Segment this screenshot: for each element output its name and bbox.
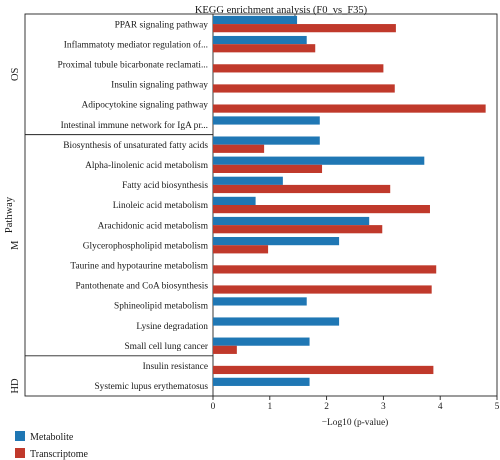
bar-transcriptome [213,184,391,194]
bar-transcriptome [213,245,269,254]
bar-metabolite [213,156,425,165]
bar-metabolite [213,136,320,145]
bar-metabolite [213,176,283,185]
bar-metabolite [213,35,307,45]
bar-transcriptome [213,285,432,294]
bar-transcriptome [213,104,486,113]
group-label-os: OS [10,67,21,81]
bar-metabolite [213,196,256,205]
bar-transcriptome [213,205,430,214]
category-label: Biosynthesis of unsaturated fatty acids [63,140,208,151]
bar-transcriptome [213,24,396,33]
bar-metabolite [213,116,320,125]
legend: Metabolite Transcriptome [15,431,89,460]
category-label: Arachidonic acid metabolism [98,221,209,231]
bar-transcriptome [213,84,395,93]
x-tick-label: 1 [267,402,272,412]
pathway-groups: OS M HD [10,67,213,394]
category-label: Adipocytokine signaling pathway [81,101,208,111]
category-label: Pantothenate and CoA biosynthesis [75,282,208,292]
y-axis-label: Pathway [4,196,15,233]
x-tick-label: 3 [381,402,386,412]
category-label: PPAR signaling pathway [115,20,209,30]
x-axis-label: −Log10 (p-value) [322,417,388,428]
x-axis-ticks: 0 1 2 3 4 5 [211,396,500,412]
bar-metabolite [213,377,310,386]
bar-transcriptome [213,365,434,375]
bar-transcriptome [213,225,383,234]
category-labels: PPAR signaling pathway Inflammatoty media… [58,20,209,392]
plot-border [24,13,498,397]
bar-metabolite [213,337,310,346]
legend-swatch-metabolite [15,431,25,441]
group-label-m: M [10,240,21,250]
bar-metabolite [213,237,340,246]
bar-metabolite [213,216,370,226]
category-label: Linoleic acid metabolism [113,201,209,211]
bar-transcriptome [213,345,237,354]
category-label: Intestinal immune network for IgA pr... [61,120,208,131]
bar-metabolite [213,317,340,326]
x-tick-label: 0 [211,402,216,412]
x-tick-label: 2 [324,402,329,412]
category-label: Small cell lung cancer [124,342,208,352]
group-label-hd: HD [10,378,21,394]
legend-label-metabolite: Metabolite [30,432,74,443]
chart-title: KEGG enrichment analysis (F0_vs_F35) [195,5,368,16]
category-label: Sphineolipid metabolism [114,302,209,312]
legend-label-transcriptome: Transcriptome [30,449,89,460]
category-label: Fatty acid biosynthesis [122,181,208,191]
bar-transcriptome [213,265,437,274]
bar-transcriptome [213,144,265,153]
legend-swatch-transcriptome [15,448,25,458]
category-label: Systemic lupus erythematosus [94,382,208,392]
category-label: Insulin signaling pathway [111,81,208,91]
category-label: Inflammatoty mediator regulation of... [64,39,208,50]
bar-metabolite [213,15,298,25]
bar-transcriptome [213,164,323,173]
x-tick-label: 4 [438,402,443,412]
category-label: Alpha-linolenic acid metabolism [85,161,209,171]
category-label: Insulin resistance [143,362,208,372]
category-label: Taurine and hypotaurine metabolism [70,262,208,272]
x-tick-label: 5 [495,402,500,412]
category-label: Lysine degradation [136,322,208,332]
category-label: Proximal tubule bicarbonate reclamati... [58,60,208,70]
bar-metabolite [213,297,307,306]
category-label: Glycerophospholipid metabolism [83,241,209,251]
bar-series [213,15,486,386]
bar-transcriptome [213,44,316,53]
bar-transcriptome [213,64,384,73]
